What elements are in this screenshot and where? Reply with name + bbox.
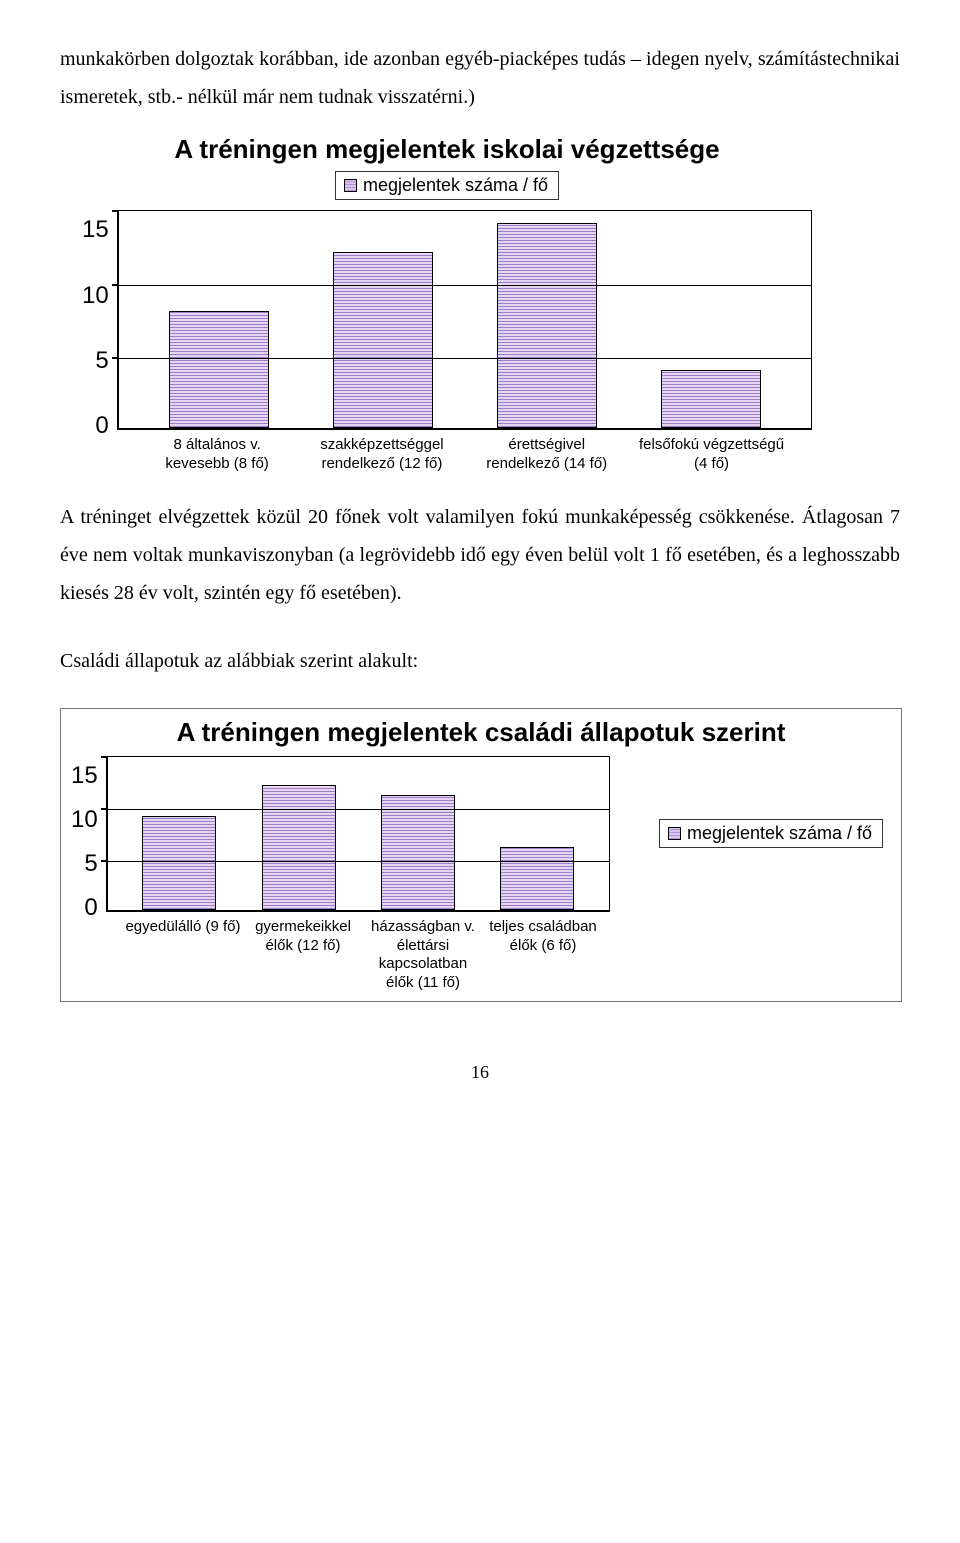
bar [661, 370, 761, 429]
y-tick: 5 [95, 349, 108, 373]
category-label: szakképzettséggel rendelkező (12 fő) [307, 436, 457, 474]
legend-swatch-icon [668, 827, 681, 840]
y-tick: 10 [82, 284, 109, 308]
bar [262, 785, 336, 910]
bar [142, 816, 216, 910]
chart2-legend-label: megjelentek száma / fő [687, 823, 872, 844]
category-label: 8 általános v. kevesebb (8 fő) [142, 436, 292, 474]
category-label: érettségivel rendelkező (14 fő) [472, 436, 622, 474]
y-tick: 0 [95, 414, 108, 438]
chart1-legend-label: megjelentek száma / fő [363, 175, 548, 196]
chart1-title: A tréningen megjelentek iskolai végzetts… [82, 134, 812, 165]
y-tick: 15 [71, 764, 98, 788]
category-label: házasságban v. élettársi kapcsolatban él… [364, 918, 482, 993]
y-tick: 0 [84, 896, 97, 920]
chart-education: A tréningen megjelentek iskolai végzetts… [82, 134, 812, 474]
chart2-title: A tréningen megjelentek családi állapotu… [71, 717, 891, 748]
category-label: egyedülálló (9 fő) [124, 918, 242, 993]
body-paragraph-3: Családi állapotuk az alábbiak szerint al… [60, 642, 900, 680]
legend-swatch-icon [344, 179, 357, 192]
chart1-plot-area [117, 210, 812, 430]
bar [169, 311, 269, 428]
bar [381, 795, 455, 909]
body-paragraph-2: A tréninget elvégzettek közül 20 főnek v… [60, 498, 900, 612]
chart2-plot-area [106, 756, 610, 912]
bar [500, 847, 574, 909]
bar [333, 252, 433, 428]
category-label: felsőfokú végzettségű (4 fő) [637, 436, 787, 474]
chart1-y-axis: 151050 [82, 210, 117, 430]
body-paragraph-1: munkakörben dolgoztak korábban, ide azon… [60, 40, 900, 116]
chart1-category-row: 8 általános v. kevesebb (8 fő) szakképzet… [117, 430, 812, 474]
y-tick: 5 [84, 852, 97, 876]
chart2-y-axis: 151050 [71, 756, 106, 912]
category-label: gyermekeikkel élők (12 fő) [244, 918, 362, 993]
chart2-legend: megjelentek száma / fő [631, 819, 891, 848]
chart1-legend: megjelentek száma / fő [82, 171, 812, 200]
y-tick: 15 [82, 218, 109, 242]
page-number: 16 [60, 1062, 900, 1083]
chart-family-status: A tréningen megjelentek családi állapotu… [60, 708, 902, 1002]
category-label: teljes családban élők (6 fő) [484, 918, 602, 993]
chart2-category-row: egyedülálló (9 fő)gyermekeikkel élők (12… [111, 912, 615, 993]
y-tick: 10 [71, 808, 98, 832]
bar [497, 223, 597, 428]
